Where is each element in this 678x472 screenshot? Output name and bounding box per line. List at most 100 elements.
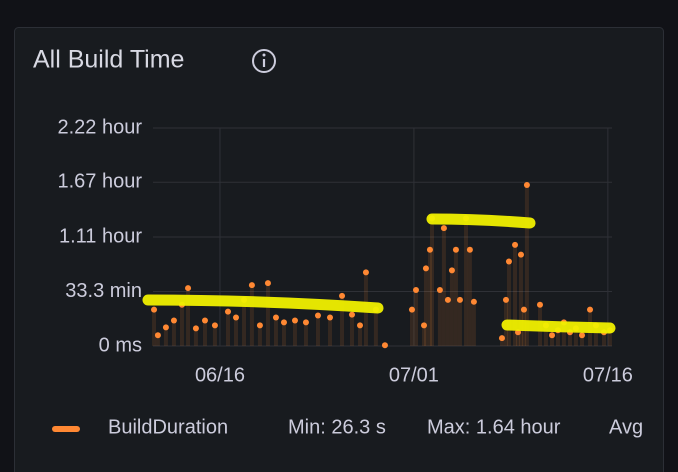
point bbox=[211, 322, 218, 329]
point bbox=[348, 311, 355, 318]
point bbox=[512, 241, 519, 248]
bar bbox=[453, 249, 458, 346]
point bbox=[248, 282, 255, 289]
bar bbox=[409, 309, 414, 346]
bar bbox=[163, 327, 168, 346]
point bbox=[327, 314, 334, 321]
point bbox=[185, 285, 192, 292]
point bbox=[502, 296, 509, 303]
highlight-strokes bbox=[142, 213, 616, 334]
bar bbox=[524, 184, 529, 346]
x-tick-label: 07/16 bbox=[583, 364, 633, 386]
point bbox=[192, 325, 199, 332]
highlight bbox=[426, 213, 536, 229]
point bbox=[162, 324, 169, 331]
legend-label[interactable]: BuildDuration bbox=[108, 416, 228, 438]
point bbox=[456, 296, 463, 303]
bar bbox=[234, 317, 239, 346]
panel-title: All Build Time bbox=[33, 46, 184, 74]
panel bbox=[14, 27, 664, 472]
point bbox=[291, 317, 298, 324]
point bbox=[466, 246, 473, 253]
bar bbox=[155, 335, 160, 346]
point bbox=[362, 269, 369, 276]
point bbox=[436, 287, 443, 294]
point bbox=[154, 332, 161, 339]
bar bbox=[265, 283, 270, 346]
bar bbox=[281, 322, 286, 346]
bar bbox=[550, 335, 555, 346]
bar bbox=[328, 317, 333, 346]
point bbox=[408, 306, 415, 313]
point bbox=[256, 322, 263, 329]
bar bbox=[457, 299, 462, 346]
y-tick-label: 1.11 hour bbox=[59, 225, 142, 247]
info-icon[interactable] bbox=[252, 49, 276, 73]
bar bbox=[467, 249, 472, 346]
point bbox=[517, 251, 524, 258]
bar bbox=[518, 254, 523, 346]
bar bbox=[543, 325, 548, 346]
point bbox=[314, 312, 321, 319]
bar bbox=[561, 322, 566, 346]
point bbox=[426, 246, 433, 253]
bar bbox=[593, 325, 598, 346]
point bbox=[339, 292, 346, 299]
point bbox=[587, 306, 594, 313]
bar bbox=[422, 325, 427, 346]
y-tick-label: 33.3 min bbox=[65, 280, 142, 302]
point bbox=[536, 301, 543, 308]
bar bbox=[340, 295, 345, 346]
point bbox=[520, 306, 527, 313]
point bbox=[170, 317, 177, 324]
y-tick-label: 1.67 hour bbox=[57, 171, 142, 193]
legend: BuildDuration Min: 26.3 s Max: 1.64 hour… bbox=[52, 416, 643, 438]
point bbox=[498, 335, 505, 342]
y-tick-label: 0 ms bbox=[99, 334, 142, 356]
bar bbox=[441, 228, 446, 346]
x-tick-label: 06/16 bbox=[195, 364, 245, 386]
bar bbox=[179, 304, 184, 346]
bar bbox=[513, 244, 518, 346]
point bbox=[264, 280, 271, 287]
point bbox=[280, 319, 287, 326]
bar bbox=[449, 270, 454, 346]
bar bbox=[242, 299, 247, 346]
bar bbox=[601, 332, 606, 346]
legend-stat: Max: 1.64 hour bbox=[427, 416, 561, 438]
point bbox=[549, 332, 556, 339]
bar bbox=[273, 317, 278, 346]
point bbox=[452, 246, 459, 253]
point bbox=[302, 319, 309, 326]
bar bbox=[202, 320, 207, 346]
bar bbox=[499, 338, 504, 346]
point bbox=[444, 296, 451, 303]
bar bbox=[303, 322, 308, 346]
bar bbox=[225, 311, 230, 346]
point bbox=[421, 322, 428, 329]
bar bbox=[315, 315, 320, 346]
point bbox=[233, 314, 240, 321]
bar bbox=[506, 261, 511, 346]
point bbox=[523, 181, 530, 188]
point bbox=[440, 225, 447, 232]
point bbox=[422, 265, 429, 272]
bar bbox=[212, 325, 217, 346]
bar bbox=[358, 325, 363, 346]
bar bbox=[555, 330, 560, 346]
point bbox=[505, 258, 512, 265]
bar bbox=[186, 288, 191, 346]
bar bbox=[567, 332, 572, 346]
point bbox=[579, 332, 586, 339]
bar bbox=[445, 299, 450, 346]
bar bbox=[152, 309, 157, 346]
bar bbox=[292, 320, 297, 346]
bar bbox=[516, 332, 521, 346]
bar bbox=[413, 290, 418, 346]
bar bbox=[437, 290, 442, 346]
bar bbox=[573, 328, 578, 346]
bar bbox=[607, 330, 612, 346]
bar bbox=[430, 218, 435, 346]
point bbox=[357, 322, 364, 329]
